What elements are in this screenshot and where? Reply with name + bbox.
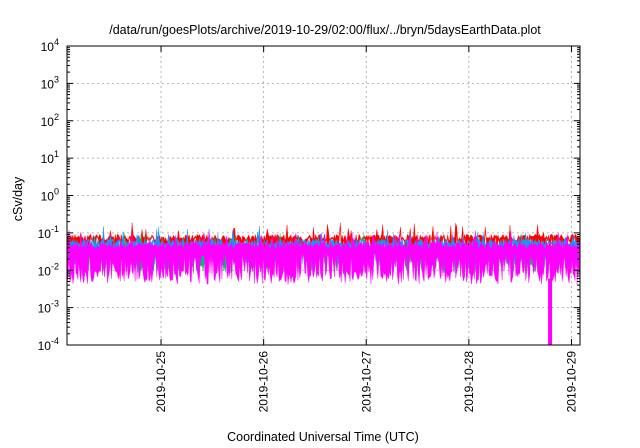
y-tick-label: 10-3 xyxy=(38,299,59,316)
x-axis-label: Coordinated Universal Time (UTC) xyxy=(227,430,419,444)
y-tick-layer: 10-4 10-3 10-2 10-1 100 101 102 103 104 xyxy=(38,37,580,353)
x-tick-label: 2019-10-26 xyxy=(257,351,271,413)
y-tick-label: 104 xyxy=(41,37,59,54)
y-tick-label: 100 xyxy=(41,187,59,204)
y-tick-label: 10-1 xyxy=(38,224,59,241)
series-layer xyxy=(67,222,580,345)
y-axis-label: cSv/day xyxy=(11,176,25,221)
chart-title: /data/run/goesPlots/archive/2019-10-29/0… xyxy=(109,23,541,37)
y-tick-label: 103 xyxy=(41,74,59,91)
x-tick-label: 2019-10-27 xyxy=(359,351,373,413)
series-area xyxy=(67,230,580,285)
outlier-spike xyxy=(548,278,553,345)
y-tick-label: 10-4 xyxy=(38,336,59,353)
y-tick-label: 101 xyxy=(41,149,59,166)
y-tick-label: 102 xyxy=(41,112,59,129)
y-tick-label: 10-2 xyxy=(38,261,59,278)
x-tick-label: 2019-10-28 xyxy=(462,351,476,413)
x-tick-label: 2019-10-25 xyxy=(154,351,168,413)
x-tick-label: 2019-10-29 xyxy=(564,351,578,413)
series-group xyxy=(67,222,580,345)
grid-layer xyxy=(67,46,580,345)
x-tick-layer: 2019-10-25 2019-10-26 2019-10-27 2019-10-28… xyxy=(154,46,578,412)
